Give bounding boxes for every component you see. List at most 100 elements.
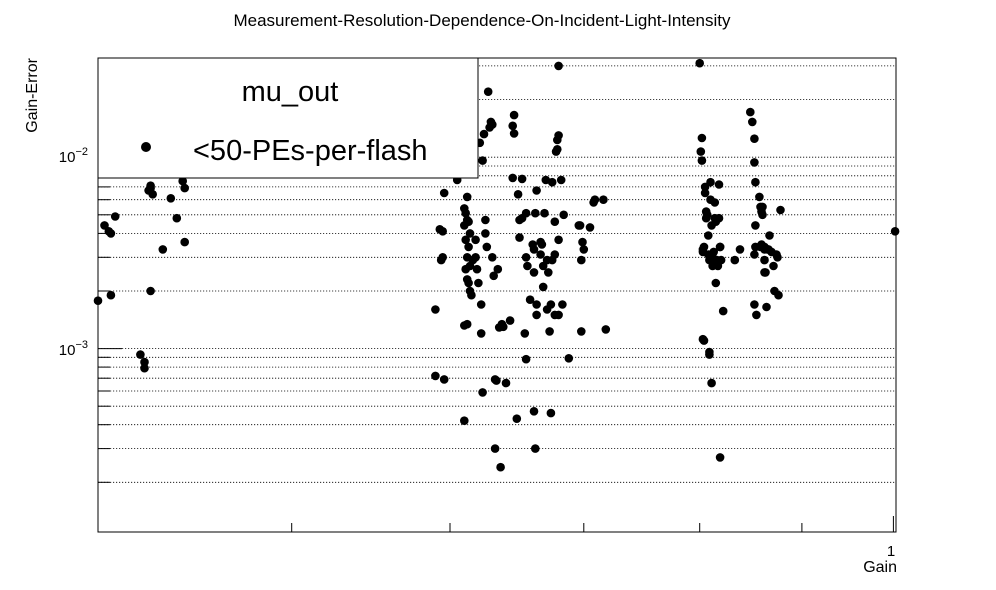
data-point xyxy=(478,156,487,165)
data-point xyxy=(751,177,760,187)
data-point xyxy=(554,310,563,320)
data-point xyxy=(564,354,574,363)
data-point xyxy=(709,247,718,257)
data-point xyxy=(750,250,759,259)
legend-box xyxy=(97,57,479,179)
data-point xyxy=(715,453,725,462)
data-point xyxy=(479,129,489,139)
data-point xyxy=(550,250,560,259)
data-point xyxy=(508,121,517,131)
data-point xyxy=(750,300,759,309)
data-point xyxy=(531,208,540,218)
data-point xyxy=(529,268,539,277)
data-point xyxy=(158,245,168,254)
data-point xyxy=(465,229,475,238)
data-point xyxy=(769,261,778,271)
data-point xyxy=(146,286,155,296)
data-point xyxy=(462,319,472,329)
data-point xyxy=(716,255,726,265)
data-point xyxy=(556,175,566,185)
data-point xyxy=(464,278,473,288)
data-point xyxy=(481,215,490,225)
data-point xyxy=(508,173,517,183)
data-point xyxy=(493,264,503,274)
data-point xyxy=(140,357,149,367)
data-point xyxy=(471,235,480,245)
data-point xyxy=(464,217,473,226)
data-point xyxy=(755,192,764,202)
data-point xyxy=(499,322,508,332)
data-point xyxy=(696,147,706,156)
legend-header: mu_out xyxy=(242,76,339,108)
data-point xyxy=(474,278,483,288)
data-point xyxy=(590,195,600,204)
data-point xyxy=(512,414,522,424)
data-point xyxy=(532,300,541,309)
data-point xyxy=(438,252,448,262)
data-point xyxy=(431,371,440,381)
data-point xyxy=(554,235,563,245)
data-point xyxy=(758,202,767,212)
data-point xyxy=(461,264,471,274)
data-point xyxy=(710,198,720,207)
data-point xyxy=(485,123,494,132)
data-point xyxy=(515,233,524,242)
data-point xyxy=(461,208,471,218)
plot-frame xyxy=(97,57,897,533)
data-point xyxy=(715,242,725,252)
y-tick-label-1e-3: 10−3 xyxy=(59,339,88,359)
data-point xyxy=(585,223,595,232)
data-point xyxy=(711,278,721,288)
data-point xyxy=(751,221,760,230)
data-point xyxy=(471,252,480,262)
data-point xyxy=(439,375,449,384)
data-point xyxy=(699,242,709,252)
data-point xyxy=(467,290,476,300)
data-point xyxy=(178,176,187,186)
data-point xyxy=(537,240,547,249)
data-point xyxy=(705,350,714,359)
data-point xyxy=(496,462,505,472)
data-point xyxy=(488,252,497,262)
data-point xyxy=(492,376,501,385)
data-point xyxy=(483,87,493,96)
data-point xyxy=(706,177,715,187)
data-point xyxy=(577,327,586,336)
data-point xyxy=(531,444,540,453)
data-point xyxy=(890,227,900,236)
data-point xyxy=(554,131,563,140)
data-point xyxy=(523,261,532,271)
data-point xyxy=(110,212,120,221)
data-point xyxy=(707,378,716,388)
data-point xyxy=(748,117,757,127)
data-point xyxy=(532,310,541,320)
data-point xyxy=(700,188,710,198)
data-point xyxy=(703,210,712,220)
data-point xyxy=(704,231,713,240)
data-point xyxy=(438,227,448,236)
data-point xyxy=(545,327,554,336)
data-point xyxy=(461,235,471,245)
data-point xyxy=(106,290,116,300)
legend-marker xyxy=(141,142,151,152)
data-point xyxy=(697,156,707,165)
data-point xyxy=(730,255,740,265)
data-point xyxy=(472,264,482,274)
data-point xyxy=(93,296,103,306)
data-point xyxy=(501,378,511,388)
data-point xyxy=(521,208,531,218)
data-point xyxy=(601,325,611,334)
x-axis-label: Gain xyxy=(863,559,897,576)
data-point xyxy=(478,388,487,397)
data-point xyxy=(529,245,539,254)
data-point xyxy=(505,316,515,325)
data-point xyxy=(695,58,704,68)
data-point xyxy=(460,416,469,426)
data-point xyxy=(517,174,527,184)
data-point xyxy=(536,250,545,259)
data-point xyxy=(481,229,490,238)
data-point xyxy=(735,245,745,254)
data-point xyxy=(540,208,549,218)
data-point xyxy=(752,310,761,320)
